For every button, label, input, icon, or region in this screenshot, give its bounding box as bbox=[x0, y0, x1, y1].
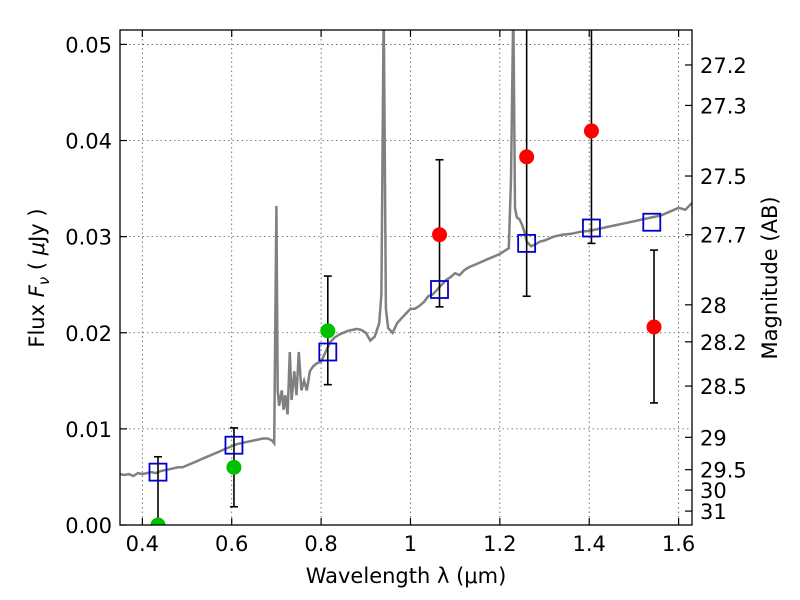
sed-model-line bbox=[120, 30, 692, 478]
magnitude-tick-label: 29 bbox=[700, 426, 727, 450]
magnitude-tick-label: 31 bbox=[700, 500, 727, 524]
x-tick-label: 0.6 bbox=[215, 532, 248, 556]
x-axis-title: Wavelength λ (μm) bbox=[306, 564, 507, 588]
model-photometry-square bbox=[642, 212, 662, 232]
magnitude-tick-label: 27.7 bbox=[700, 224, 747, 248]
x-tick-label: 0.4 bbox=[126, 532, 159, 556]
observed-point bbox=[320, 323, 336, 339]
magnitude-tick-label: 30 bbox=[700, 479, 727, 503]
observed-point bbox=[583, 123, 599, 139]
model-photometry-square bbox=[517, 233, 537, 253]
magnitude-tick-label: 28 bbox=[700, 294, 727, 318]
error-bars bbox=[153, 30, 659, 525]
observed-point bbox=[646, 319, 662, 335]
y-tick-label: 0.00 bbox=[65, 514, 112, 538]
x-tick-label: 1 bbox=[404, 532, 417, 556]
plot-area bbox=[120, 30, 692, 525]
model-photometry-square bbox=[582, 218, 601, 238]
observed-point bbox=[226, 459, 242, 475]
x-axis-ticks: 0.4 0.6 0.8 1 1.2 1.4 1.6 bbox=[126, 30, 695, 556]
x-tick-label: 1.2 bbox=[483, 532, 516, 556]
y-tick-label: 0.01 bbox=[65, 418, 112, 442]
y-axis-title: Flux Fν ( μJy ) bbox=[25, 208, 53, 347]
observed-point bbox=[519, 149, 535, 165]
model-photometry-square bbox=[318, 342, 338, 362]
x-tick-label: 0.8 bbox=[304, 532, 337, 556]
observed-photometry-markers bbox=[150, 123, 662, 525]
y-axis-ticks: 0.00 0.01 0.02 0.03 0.04 0.05 bbox=[65, 33, 127, 538]
model-photometry-square bbox=[430, 280, 449, 299]
magnitude-tick-label: 27.5 bbox=[700, 165, 747, 189]
model-photometry-square bbox=[224, 435, 244, 455]
y-tick-label: 0.05 bbox=[65, 33, 112, 57]
plot-frame bbox=[119, 29, 693, 526]
observed-point bbox=[432, 227, 448, 243]
observed-point bbox=[150, 517, 166, 525]
magnitude-tick-label: 27.3 bbox=[700, 94, 747, 118]
y-tick-label: 0.03 bbox=[65, 226, 112, 250]
model-photometry-square bbox=[148, 462, 168, 482]
magnitude-tick-label: 28.5 bbox=[700, 375, 747, 399]
y-tick-label: 0.02 bbox=[65, 322, 112, 346]
x-tick-label: 1.6 bbox=[662, 532, 695, 556]
magnitude-tick-label: 27.2 bbox=[700, 54, 747, 78]
magnitude-tick-label: 29.5 bbox=[700, 459, 747, 483]
grid bbox=[120, 30, 692, 526]
magnitude-axis-title: Magnitude (AB) bbox=[758, 196, 782, 359]
magnitude-tick-label: 28.2 bbox=[700, 331, 747, 355]
x-tick-label: 1.4 bbox=[573, 532, 606, 556]
model-photometry-markers bbox=[148, 212, 662, 482]
y-tick-label: 0.04 bbox=[65, 130, 112, 154]
